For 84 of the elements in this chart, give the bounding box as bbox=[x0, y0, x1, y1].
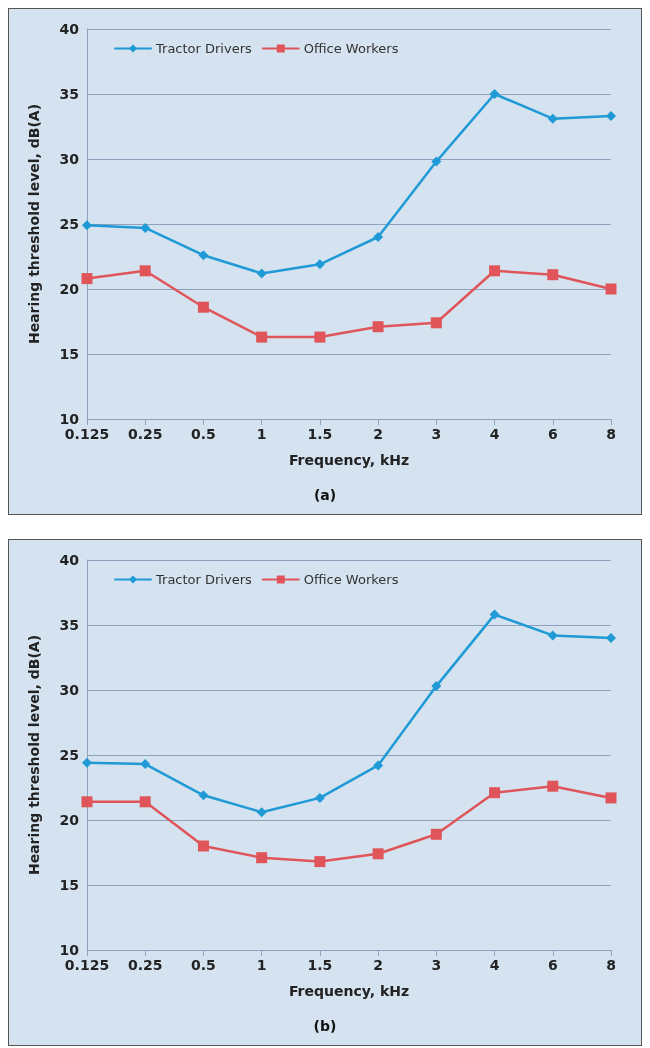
x-tick-label: 8 bbox=[606, 426, 616, 442]
text: (b) bbox=[313, 1018, 337, 1034]
text: (a) bbox=[313, 487, 337, 503]
point bbox=[606, 111, 616, 122]
y-tick-label: 20 bbox=[59, 281, 80, 297]
x-tick-label: 1.5 bbox=[307, 957, 333, 973]
point bbox=[605, 792, 617, 804]
point bbox=[256, 268, 267, 279]
point bbox=[489, 265, 501, 277]
point bbox=[314, 856, 326, 868]
x-tick-label: 0.5 bbox=[191, 426, 216, 442]
y-tick-label: 25 bbox=[59, 216, 79, 232]
x-tick-label: 0.5 bbox=[191, 957, 216, 973]
x-axis-title: Frequency, kHz bbox=[288, 452, 410, 468]
point bbox=[373, 760, 384, 771]
point bbox=[431, 156, 442, 167]
point bbox=[489, 787, 501, 799]
point bbox=[314, 792, 325, 803]
point bbox=[431, 681, 442, 692]
point bbox=[198, 790, 209, 801]
x-tick-label: 2 bbox=[373, 426, 383, 442]
point bbox=[82, 220, 92, 231]
x-tick-label: 0.25 bbox=[127, 957, 163, 973]
point bbox=[82, 757, 92, 768]
point bbox=[606, 633, 616, 643]
point bbox=[256, 331, 268, 343]
point bbox=[547, 113, 558, 124]
y-tick-label: 15 bbox=[59, 877, 79, 893]
point bbox=[372, 321, 384, 333]
point bbox=[547, 269, 559, 281]
x-tick-label: 3 bbox=[431, 426, 442, 442]
point bbox=[547, 780, 559, 792]
x-axis-title: Frequency, kHz bbox=[288, 983, 410, 999]
point bbox=[81, 796, 93, 808]
point bbox=[314, 331, 326, 343]
point bbox=[547, 630, 558, 641]
point bbox=[605, 283, 617, 295]
point bbox=[198, 250, 209, 261]
y-tick-label: 35 bbox=[59, 86, 79, 102]
y-tick-label: 15 bbox=[59, 346, 79, 362]
x-tick-label: 3 bbox=[431, 957, 442, 973]
point bbox=[140, 222, 151, 233]
x-tick-label: 8 bbox=[606, 957, 616, 973]
y-tick-label: 25 bbox=[59, 747, 79, 763]
point bbox=[489, 89, 500, 99]
point bbox=[139, 265, 151, 277]
y-tick-label: 10 bbox=[59, 942, 80, 958]
point bbox=[489, 609, 500, 620]
x-tick-label: 2 bbox=[373, 957, 383, 973]
y-axis-title: Hearing threshold level, dB(A) bbox=[26, 634, 42, 876]
point bbox=[430, 828, 442, 840]
x-tick-label: 0.125 bbox=[64, 957, 110, 973]
y-tick-label: 20 bbox=[59, 812, 80, 828]
legend-label: Tractor Drivers bbox=[155, 572, 253, 587]
x-tick-label: 6 bbox=[547, 426, 558, 442]
y-tick-label: 40 bbox=[59, 21, 80, 37]
x-tick-label: 0.25 bbox=[127, 426, 163, 442]
y-tick-label: 30 bbox=[59, 151, 80, 167]
point bbox=[430, 317, 442, 329]
x-tick-label: 1 bbox=[256, 957, 267, 973]
x-tick-label: 6 bbox=[547, 957, 558, 973]
point bbox=[197, 840, 209, 852]
y-tick-label: 30 bbox=[59, 682, 80, 698]
x-tick-label: 1 bbox=[256, 426, 267, 442]
point bbox=[314, 259, 325, 270]
x-tick-label: 1.5 bbox=[307, 426, 333, 442]
point bbox=[139, 796, 151, 808]
point bbox=[373, 232, 384, 242]
point bbox=[372, 848, 384, 860]
point bbox=[256, 807, 267, 818]
y-tick-label: 35 bbox=[59, 617, 79, 633]
point bbox=[81, 273, 93, 285]
x-tick-label: 4 bbox=[489, 426, 500, 442]
y-axis-title: Hearing threshold level, dB(A) bbox=[26, 103, 42, 345]
legend-label: Tractor Drivers bbox=[155, 41, 253, 56]
y-tick-label: 10 bbox=[59, 411, 80, 427]
x-tick-label: 0.125 bbox=[64, 426, 110, 442]
legend-label: Office Workers bbox=[303, 572, 399, 587]
point bbox=[256, 852, 268, 864]
legend-label: Office Workers bbox=[303, 41, 399, 56]
y-tick-label: 40 bbox=[59, 552, 80, 568]
point bbox=[140, 759, 151, 770]
x-tick-label: 4 bbox=[489, 957, 500, 973]
point bbox=[197, 301, 209, 313]
